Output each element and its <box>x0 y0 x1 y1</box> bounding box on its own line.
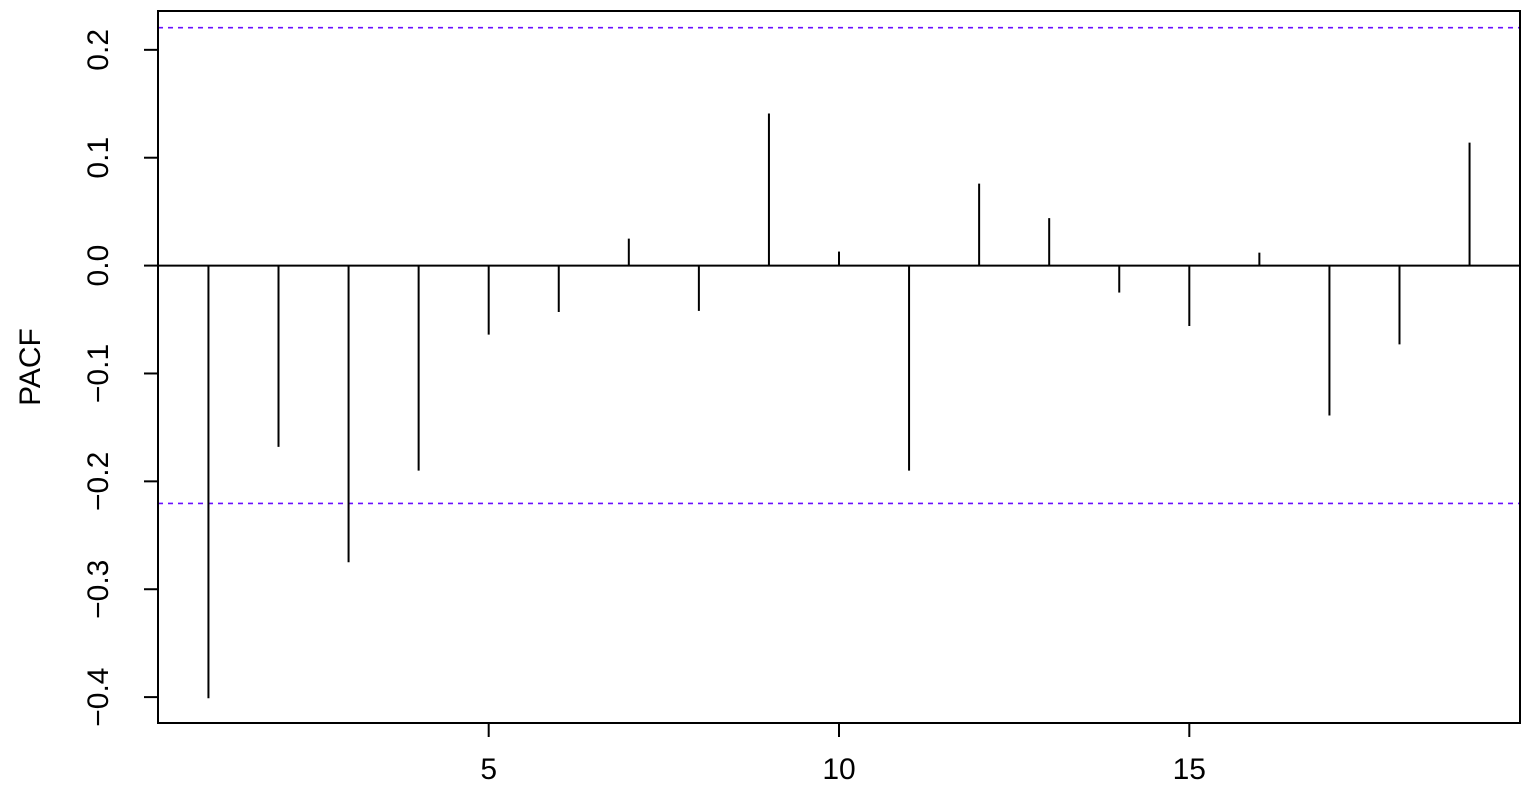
x-tick-label: 5 <box>480 753 497 786</box>
y-tick-label: −0.2 <box>82 452 115 511</box>
y-tick-label: 0.1 <box>82 137 115 179</box>
plot-area <box>158 26 1520 699</box>
x-tick-label: 15 <box>1173 753 1206 786</box>
y-axis-title: PACF <box>14 328 47 406</box>
axes <box>144 10 1521 737</box>
y-tick-label: 0.2 <box>82 29 115 71</box>
axis-labels: 5 10 15 −0.4 −0.3 −0.2 −0.1 0.0 0.1 0.2 PACF <box>14 29 1206 786</box>
y-tick-label: −0.4 <box>82 667 115 726</box>
plot-frame <box>157 10 1521 724</box>
y-tick-label: −0.3 <box>82 560 115 619</box>
y-tick-label: 0.0 <box>82 245 115 287</box>
x-tick-label: 10 <box>822 753 855 786</box>
y-tick-label: −0.1 <box>82 344 115 403</box>
